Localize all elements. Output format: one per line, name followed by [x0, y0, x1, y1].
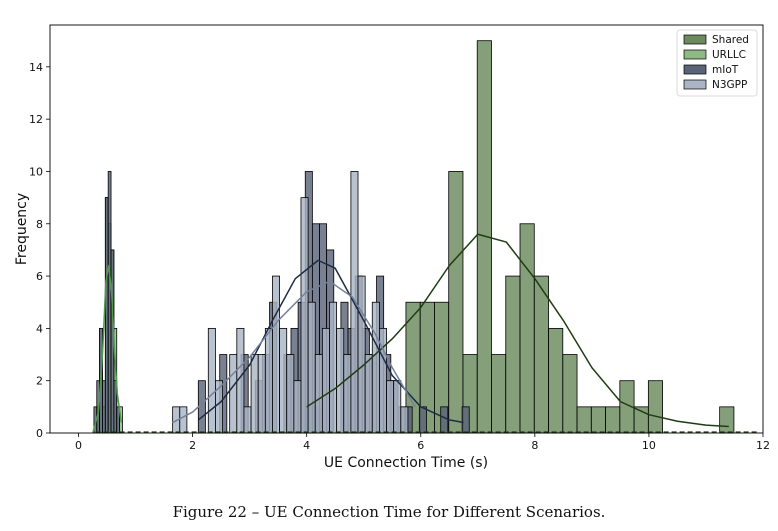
- y-axis: 0 2 4 6 8 10 12 14: [29, 61, 50, 440]
- n3gpp-bar-11: [279, 327, 288, 434]
- legend-label-miot: mIoT: [712, 64, 739, 76]
- n3gpp-bar-28: [400, 406, 409, 434]
- legend-swatch-urllc: [683, 49, 707, 60]
- n3gpp-bar-17: [321, 327, 330, 434]
- y-tick-label: 12: [29, 113, 43, 126]
- legend: Shared URLLC mIoT N3GPP: [676, 29, 758, 97]
- miot-bar-32: [418, 406, 427, 434]
- x-tick-label: 0: [75, 439, 82, 452]
- n3gpp-bar-13: [293, 380, 302, 434]
- shared-bar-11: [548, 327, 564, 434]
- n3gpp-bar-18: [329, 301, 338, 434]
- miot-bar-5: [107, 171, 112, 434]
- legend-swatch-miot: [683, 64, 707, 75]
- legend-label-urllc: URLLC: [712, 49, 746, 61]
- n3gpp-bar-20: [343, 354, 352, 434]
- shared-bar-19: [719, 406, 735, 434]
- n3gpp-bar-26: [386, 380, 395, 434]
- n3gpp-kde-line: [172, 280, 416, 424]
- n3gpp-bar-7: [250, 354, 259, 434]
- n3gpp-bar-6: [243, 406, 252, 434]
- shared-bar-14: [590, 406, 606, 434]
- y-tick-label: 8: [36, 218, 43, 231]
- y-axis-label: Frequency: [14, 193, 30, 265]
- kde-layer: [92, 233, 759, 434]
- n3gpp-bar-2: [207, 327, 216, 434]
- shared-kde-line: [306, 233, 729, 428]
- x-tick-label: 4: [303, 439, 310, 452]
- x-tick-label: 2: [189, 439, 196, 452]
- shared-bar-12: [562, 354, 578, 434]
- y-tick-label: 4: [36, 322, 43, 335]
- miot-bar-34: [461, 406, 470, 434]
- n3gpp-bar-12: [286, 354, 295, 434]
- miot-bar-33: [440, 406, 449, 434]
- x-axis: 0 2 4 6 8 10 12: [75, 433, 770, 452]
- n3gpp-bar-24: [371, 301, 380, 434]
- x-tick-label: 6: [417, 439, 424, 452]
- miot-bar-4: [104, 197, 109, 434]
- y-tick-label: 2: [36, 375, 43, 388]
- plot-frame: [49, 24, 764, 434]
- shared-bar-9: [519, 223, 535, 434]
- x-tick-label: 10: [642, 439, 656, 452]
- y-tick-label: 0: [36, 427, 43, 440]
- x-tick-label: 12: [756, 439, 770, 452]
- bars-layer: [93, 40, 735, 434]
- legend-swatch-n3gpp: [683, 79, 707, 90]
- urllc-kde-line: [92, 264, 123, 434]
- n3gpp-bar-23: [364, 354, 373, 434]
- y-tick-label: 10: [29, 165, 43, 178]
- shared-bar-8: [505, 275, 521, 434]
- y-tick-label: 6: [36, 270, 43, 283]
- shared-bar-18: [647, 380, 664, 434]
- n3gpp-bar-1: [179, 406, 188, 434]
- shared-bar-4: [448, 171, 464, 434]
- shared-bar-7: [491, 354, 507, 434]
- n3gpp-bar-4: [229, 354, 238, 434]
- miot-bar-3: [102, 380, 106, 434]
- x-tick-label: 8: [531, 439, 538, 452]
- miot-kde-line: [197, 259, 464, 424]
- n3gpp-bar-15: [307, 301, 316, 434]
- n3gpp-bar-19: [336, 327, 345, 434]
- legend-swatch-shared: [683, 34, 707, 45]
- x-axis-label: UE Connection Time (s): [324, 455, 488, 471]
- n3gpp-bar-27: [393, 380, 402, 434]
- shared-bar-13: [576, 406, 592, 434]
- n3gpp-bar-9: [264, 327, 273, 434]
- n3gpp-bar-14: [300, 197, 309, 434]
- shared-bar-10: [533, 275, 549, 434]
- legend-label-n3gpp: N3GPP: [712, 79, 747, 91]
- y-tick-label: 14: [29, 61, 43, 74]
- n3gpp-bar-10: [272, 275, 280, 434]
- legend-box: [676, 29, 758, 97]
- shared-bar-15: [605, 406, 621, 434]
- figure-caption: Figure 22 – UE Connection Time for Diffe…: [172, 503, 606, 521]
- legend-label-shared: Shared: [712, 34, 749, 46]
- n3gpp-bar-22: [357, 275, 366, 434]
- histogram-chart: 0 2 4 6 8 10 12 0 2 4 6 8 10 12 14 UE Connection Time…: [14, 24, 770, 471]
- n3gpp-bar-16: [314, 354, 323, 434]
- n3gpp-bar-8: [257, 354, 266, 434]
